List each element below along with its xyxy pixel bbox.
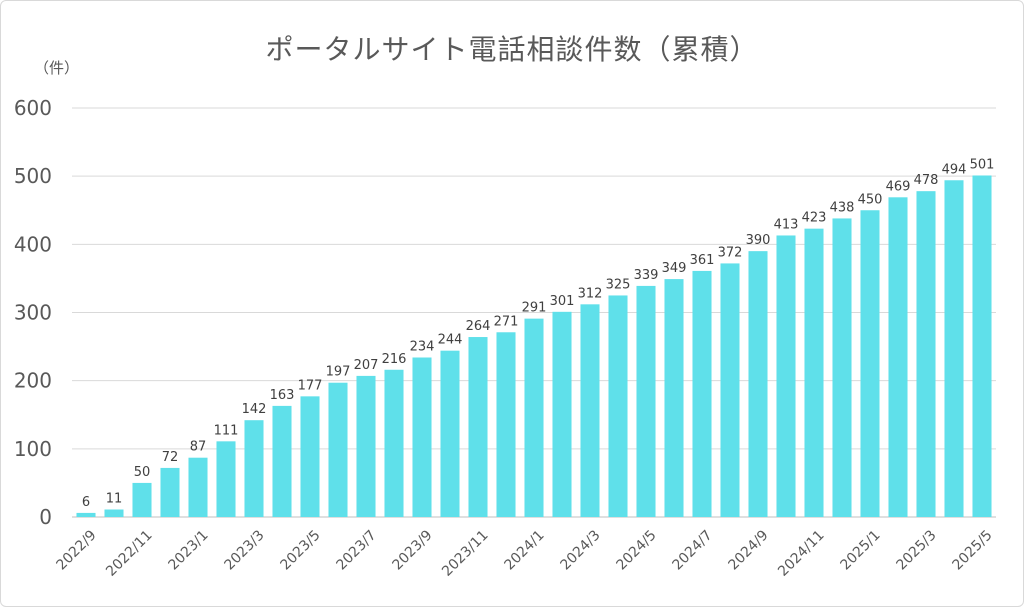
bar: [944, 180, 964, 518]
x-tick-label: 2023/5: [277, 527, 323, 573]
data-label: 111: [214, 423, 239, 438]
data-label: 450: [858, 192, 883, 207]
data-label: 413: [774, 217, 799, 232]
bar: [664, 279, 684, 517]
x-tick-label: 2023/9: [389, 527, 435, 573]
data-label: 244: [438, 333, 463, 348]
data-label: 438: [830, 200, 855, 215]
data-label: 142: [242, 402, 267, 417]
y-tick-label: 600: [14, 96, 52, 120]
data-label: 349: [662, 261, 687, 276]
x-tick-label: 2025/3: [893, 527, 939, 573]
data-label: 271: [494, 314, 519, 329]
x-tick-label: 2022/11: [103, 527, 155, 579]
bar: [524, 318, 544, 517]
x-tick-label: 2024/11: [775, 527, 827, 579]
bar: [412, 357, 432, 517]
bar: [356, 375, 376, 517]
bar: [748, 251, 768, 517]
chart-title: ポータルサイト電話相談件数（累積）: [265, 33, 759, 66]
data-label: 291: [522, 301, 547, 316]
data-label: 163: [270, 388, 295, 403]
data-label: 423: [802, 211, 827, 226]
y-tick-label: 400: [14, 232, 52, 256]
x-axis-ticks: 2022/9 2022/11 2023/1 2023/3 2023/5 2023/7 202…: [53, 527, 995, 579]
data-label: 264: [466, 319, 491, 334]
y-tick-label: 100: [14, 437, 52, 461]
x-tick-label: 2024/3: [557, 527, 603, 573]
data-label: 6: [82, 495, 90, 510]
bar: [384, 369, 404, 517]
x-tick-label: 2023/3: [221, 527, 267, 573]
bar: [804, 228, 824, 517]
bar: [216, 441, 236, 517]
bar: [188, 457, 208, 517]
data-label: 197: [326, 365, 351, 380]
bar: [132, 482, 152, 517]
x-tick-label: 2025/1: [837, 527, 883, 573]
data-label: 494: [942, 162, 967, 177]
data-label: 339: [634, 268, 659, 283]
data-label: 87: [190, 440, 207, 455]
data-label: 501: [970, 157, 995, 172]
y-tick-label: 500: [14, 164, 52, 188]
bar: [468, 337, 488, 517]
data-label: 372: [718, 245, 743, 260]
x-tick-label: 2022/9: [53, 527, 99, 573]
bar: [608, 295, 628, 517]
y-axis-ticks: 0 100 200 300 400 500 600: [14, 96, 52, 529]
bar: [860, 210, 880, 517]
bar: [496, 332, 516, 517]
bar: [328, 382, 348, 517]
y-tick-label: 300: [14, 301, 52, 325]
x-tick-label: 2024/9: [725, 527, 771, 573]
bar: [580, 304, 600, 517]
x-tick-label: 2023/1: [165, 527, 211, 573]
bar-series: [76, 175, 992, 518]
bar: [244, 420, 264, 517]
data-label: 390: [746, 233, 771, 248]
x-tick-label: 2023/7: [333, 527, 379, 573]
data-label: 216: [382, 352, 407, 367]
data-label: 72: [162, 450, 179, 465]
bar: [636, 285, 656, 517]
bar: [272, 405, 292, 517]
bar: [552, 311, 572, 517]
data-label: 50: [134, 465, 151, 480]
x-tick-label: 2024/7: [669, 527, 715, 573]
data-label: 312: [578, 286, 603, 301]
bar: [76, 512, 96, 517]
y-tick-label: 0: [39, 505, 52, 529]
bar: [888, 197, 908, 517]
bar: [440, 350, 460, 517]
bar: [720, 263, 740, 517]
bar: [916, 191, 936, 517]
data-label: 207: [354, 358, 379, 373]
data-label: 361: [690, 253, 715, 268]
x-tick-label: 2024/5: [613, 527, 659, 573]
x-tick-label: 2025/5: [949, 527, 995, 573]
data-label: 177: [298, 378, 323, 393]
bar: [104, 509, 124, 517]
bar: [692, 270, 712, 517]
data-label: 234: [410, 339, 435, 354]
data-label: 11: [106, 492, 123, 507]
bar: [160, 467, 180, 517]
data-label: 469: [886, 179, 911, 194]
x-tick-label: 2023/11: [439, 527, 491, 579]
bar: [832, 218, 852, 517]
data-label: 325: [606, 277, 631, 292]
bar: [972, 175, 992, 518]
x-tick-label: 2024/1: [501, 527, 547, 573]
data-label: 478: [914, 173, 939, 188]
y-axis-unit-label: （件）: [34, 59, 80, 77]
data-label: 301: [550, 294, 575, 309]
bar: [300, 396, 320, 517]
bar: [776, 235, 796, 517]
y-tick-label: 200: [14, 369, 52, 393]
